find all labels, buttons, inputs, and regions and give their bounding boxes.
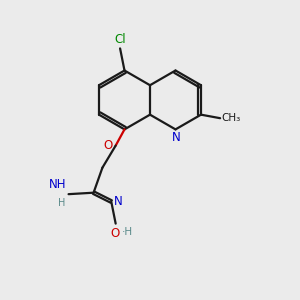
Text: NH: NH [49,178,66,190]
Text: ·H: ·H [122,227,133,237]
Text: Cl: Cl [114,33,126,46]
Text: O: O [110,226,120,240]
Text: N: N [114,195,123,208]
Text: N: N [172,131,181,144]
Text: CH₃: CH₃ [222,113,241,123]
Text: H: H [58,198,66,208]
Text: O: O [103,139,113,152]
